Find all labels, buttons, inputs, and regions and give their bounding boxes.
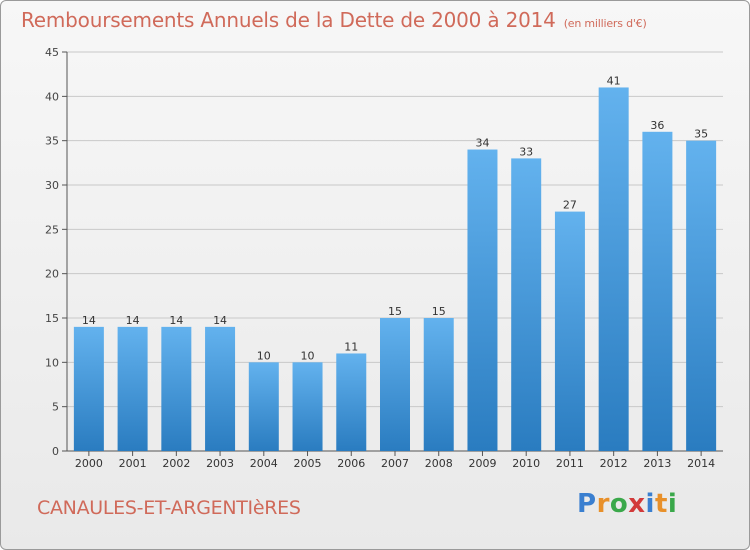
logo-letter: r xyxy=(596,489,610,519)
logo-letter: i xyxy=(645,489,655,519)
x-tick-label: 2013 xyxy=(643,457,671,470)
chart-subtitle: (en milliers d'€) xyxy=(563,17,647,30)
bar xyxy=(161,326,192,451)
bar xyxy=(205,326,236,451)
y-tick-label: 5 xyxy=(52,401,59,414)
x-tick-label: 2010 xyxy=(512,457,540,470)
y-tick-label: 0 xyxy=(52,445,59,458)
y-tick-label: 15 xyxy=(45,312,59,325)
y-tick-label: 30 xyxy=(45,179,59,192)
x-tick-label: 2006 xyxy=(337,457,365,470)
x-tick-label: 2007 xyxy=(381,457,409,470)
x-tick-label: 2000 xyxy=(75,457,103,470)
y-tick-label: 10 xyxy=(45,356,59,369)
x-tick-label: 2012 xyxy=(600,457,628,470)
x-tick-label: 2005 xyxy=(294,457,322,470)
bar xyxy=(423,318,454,451)
data-label: 14 xyxy=(82,314,96,327)
bar xyxy=(642,131,673,452)
chart-title: Remboursements Annuels de la Dette de 20… xyxy=(21,8,647,32)
bar xyxy=(380,318,410,451)
data-label: 27 xyxy=(563,199,577,212)
y-tick-label: 20 xyxy=(45,268,59,281)
x-tick-label: 2004 xyxy=(250,457,278,470)
bar xyxy=(292,362,323,451)
x-tick-label: 2009 xyxy=(468,457,496,470)
data-label: 11 xyxy=(344,340,358,353)
x-tick-label: 2001 xyxy=(119,457,147,470)
x-tick-label: 2003 xyxy=(206,457,234,470)
bar xyxy=(598,87,629,451)
data-label: 41 xyxy=(607,74,621,87)
y-tick-label: 35 xyxy=(45,135,59,148)
x-tick-label: 2011 xyxy=(556,457,584,470)
data-label: 35 xyxy=(694,128,708,141)
bar xyxy=(336,353,367,451)
bar xyxy=(73,326,104,451)
data-label: 10 xyxy=(301,349,315,362)
x-tick-label: 2008 xyxy=(425,457,453,470)
logo-letter: o xyxy=(609,489,629,519)
chart-title-text: Remboursements Annuels de la Dette de 20… xyxy=(21,8,556,32)
bar xyxy=(467,149,498,452)
logo-letter: i xyxy=(667,489,678,519)
y-tick-label: 40 xyxy=(45,90,59,103)
data-label: 14 xyxy=(169,314,183,327)
y-tick-label: 25 xyxy=(45,223,59,236)
data-label: 14 xyxy=(126,314,140,327)
logo-letter: P xyxy=(577,489,597,519)
proxiti-logo[interactable]: Proxiti xyxy=(577,489,677,519)
bar xyxy=(511,158,542,451)
y-tick-label: 45 xyxy=(45,46,59,59)
x-tick-label: 2014 xyxy=(687,457,715,470)
data-label: 33 xyxy=(519,145,533,158)
data-label: 14 xyxy=(213,314,227,327)
data-label: 15 xyxy=(388,305,402,318)
logo-letter: t xyxy=(654,489,668,519)
data-label: 15 xyxy=(432,305,446,318)
x-tick-label: 2002 xyxy=(162,457,190,470)
data-label: 10 xyxy=(257,349,271,362)
data-label: 34 xyxy=(475,137,489,150)
logo-letter: x xyxy=(628,489,646,519)
bar xyxy=(686,140,717,451)
data-label: 36 xyxy=(650,119,664,132)
commune-name: CANAULES-ET-ARGENTIèRES xyxy=(37,497,301,519)
bar xyxy=(554,211,585,451)
bar xyxy=(248,362,279,451)
bar xyxy=(117,326,148,451)
